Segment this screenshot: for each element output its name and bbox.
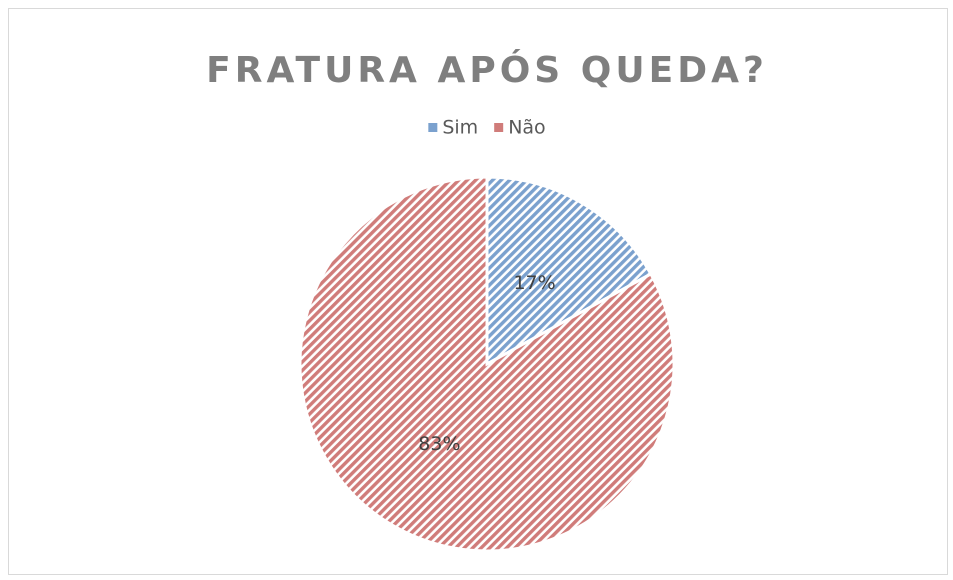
data-label: 17%: [513, 272, 555, 294]
legend-swatch: [428, 123, 438, 132]
legend: Sim Não: [428, 117, 546, 139]
legend-label: Não: [508, 117, 545, 139]
pie-slice: [298, 175, 676, 553]
pie-slice: [485, 175, 653, 367]
legend-swatch: [494, 123, 504, 132]
chart-title: FRATURA APÓS QUEDA?: [206, 49, 768, 91]
legend-label: Sim: [442, 117, 478, 139]
data-label: 83%: [418, 433, 460, 455]
